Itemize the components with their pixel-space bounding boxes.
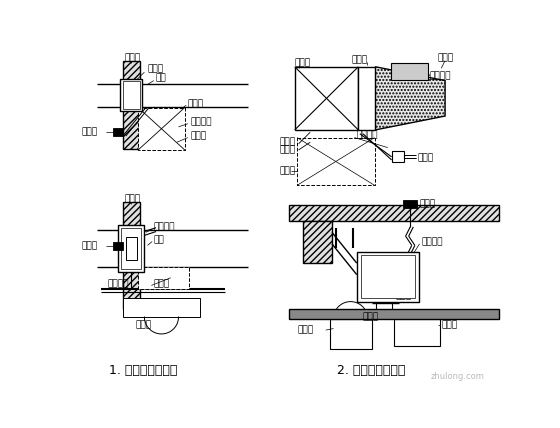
Text: 防火阀: 防火阀 [147,65,164,74]
Text: 金属软管: 金属软管 [421,238,442,247]
Bar [113,128,123,136]
Text: 检修口: 检修口 [190,131,206,140]
Bar [123,81,140,109]
Text: 接线盒: 接线盒 [82,242,98,251]
Text: 检查口: 检查口 [279,166,295,175]
Text: 风道: 风道 [155,74,166,83]
Bar [290,309,498,318]
Text: 检修口: 检修口 [136,320,152,329]
Text: 风道: 风道 [153,235,165,244]
Text: 关手柄: 关手柄 [363,312,379,321]
Text: 排烟口: 排烟口 [297,326,313,335]
Text: 排烟口: 排烟口 [295,58,311,68]
Text: 驱动部分: 驱动部分 [430,71,451,80]
Bar [123,202,140,309]
Text: 接线盒: 接线盒 [419,199,436,208]
Text: 开手柄: 开手柄 [395,292,412,301]
Bar [126,237,137,260]
Bar [123,61,140,149]
Text: 防火墙: 防火墙 [124,54,141,63]
Text: 接线盒: 接线盒 [82,128,98,137]
Bar [403,200,417,208]
Bar [330,318,372,349]
Bar [391,63,428,80]
Bar [121,229,141,268]
Text: 检查口: 检查口 [153,279,170,288]
Bar [358,67,375,130]
Text: 检修口: 检修口 [442,320,458,329]
Bar [357,252,419,302]
Text: 接线盒: 接线盒 [418,153,434,162]
Text: 检查口: 检查口 [188,99,204,108]
Bar [295,67,358,130]
Text: 防火墙: 防火墙 [124,195,141,204]
Bar [120,79,142,111]
Bar [118,226,144,272]
Text: 排烟阀: 排烟阀 [351,55,367,64]
Bar [123,298,200,317]
Bar [302,221,332,263]
Text: 开手柄: 开手柄 [279,138,295,147]
Bar [394,318,441,345]
Bar [391,152,404,162]
Bar [138,267,189,288]
Bar [138,107,185,150]
Polygon shape [375,67,445,130]
Text: 金属软管: 金属软管 [357,130,378,139]
Text: 2. 排烟阀安装方法: 2. 排烟阀安装方法 [337,364,405,377]
Text: 金属软管: 金属软管 [153,223,175,232]
Text: 排烟道: 排烟道 [437,53,454,62]
Text: 关手柄: 关手柄 [279,146,295,155]
Bar [290,205,498,221]
Bar [113,242,123,250]
Bar [297,137,375,185]
Bar [361,256,415,298]
Text: 金属软管: 金属软管 [190,118,212,127]
Text: 复位手柄: 复位手柄 [107,279,129,288]
Text: zhulong.com: zhulong.com [431,372,484,381]
Text: 1. 防火阀安装方法: 1. 防火阀安装方法 [109,364,178,377]
